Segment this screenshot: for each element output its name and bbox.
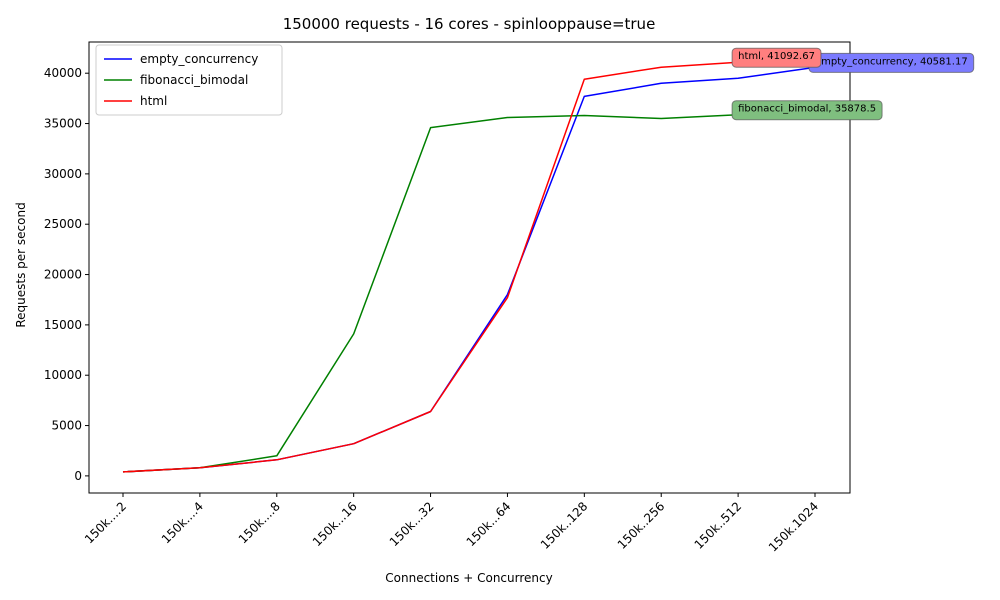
annotation-label-fibonacci_bimodal: fibonacci_bimodal, 35878.5 — [738, 104, 876, 115]
axes-frame — [88, 41, 851, 494]
series-line-fibonacci_bimodal — [122, 113, 816, 473]
y-tick-label: 0 — [74, 469, 82, 483]
annotation-box-html — [731, 47, 822, 68]
annotation-empty_concurrency: empty_concurrency, 40581.17 — [808, 52, 975, 73]
y-tick-label: 25000 — [44, 217, 82, 231]
y-tick-label: 30000 — [44, 167, 82, 181]
y-tick-label: 20000 — [44, 268, 82, 282]
y-tick-label: 5000 — [51, 419, 82, 433]
legend-label-html: html — [140, 94, 167, 108]
legend-label-empty_concurrency: empty_concurrency — [140, 52, 258, 66]
legend-box — [95, 44, 283, 116]
annotation-label-empty_concurrency: empty_concurrency, 40581.17 — [815, 56, 968, 67]
annotation-box-fibonacci_bimodal — [731, 100, 883, 121]
y-tick-label: 10000 — [44, 368, 82, 382]
annotation-html: html, 41092.67 — [731, 47, 822, 68]
chart-title: 150000 requests - 16 cores - spinlooppau… — [283, 15, 656, 33]
x-axis-label: Connections + Concurrency — [385, 571, 552, 585]
y-axis-label: Requests per second — [14, 202, 28, 327]
y-tick-label: 40000 — [44, 66, 82, 80]
annotation-label-html: html, 41092.67 — [738, 51, 815, 62]
y-tick-label: 15000 — [44, 318, 82, 332]
legend-label-fibonacci_bimodal: fibonacci_bimodal — [140, 73, 248, 87]
annotation-fibonacci_bimodal: fibonacci_bimodal, 35878.5 — [731, 100, 883, 121]
y-tick-label: 35000 — [44, 117, 82, 131]
series-line-html — [122, 61, 816, 473]
